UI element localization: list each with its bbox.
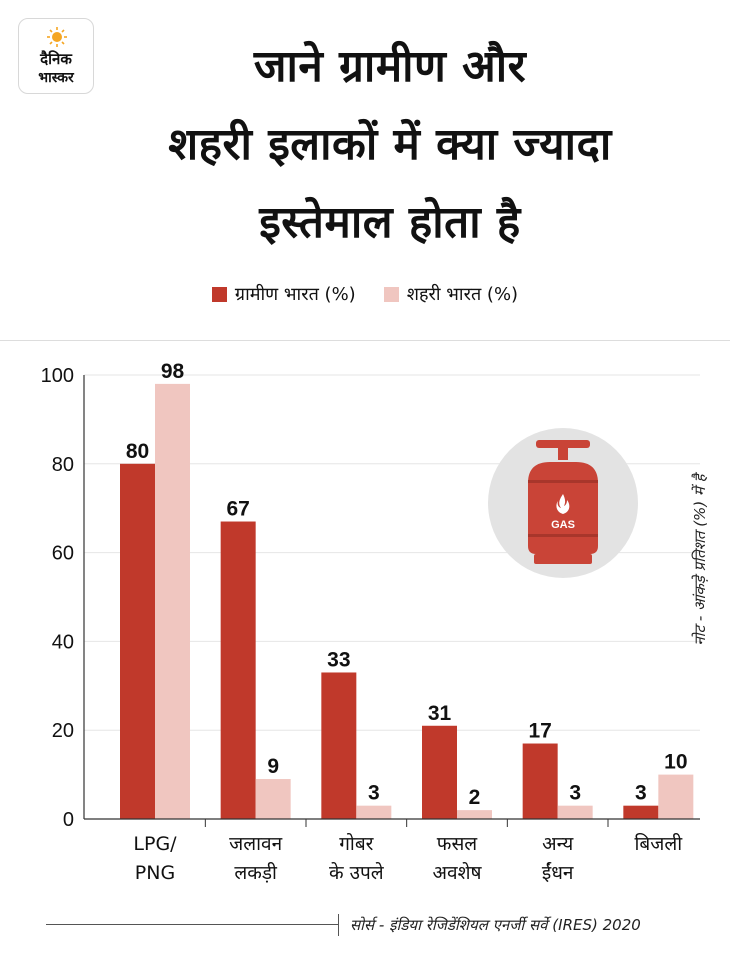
bar-urban <box>557 805 593 819</box>
chart-legend: ग्रामीण भारत (%) शहरी भारत (%) <box>0 282 730 306</box>
data-label: 2 <box>469 786 481 809</box>
logo-line-1: दैनिक <box>40 50 72 68</box>
bar-rural <box>522 743 558 819</box>
data-label: 31 <box>428 702 452 725</box>
data-label: 17 <box>528 720 551 743</box>
note-text: नोट - आंकड़े प्रतिशत (%) में है <box>691 474 709 646</box>
bar-urban <box>255 779 291 819</box>
y-tick-label: 0 <box>63 809 74 831</box>
bar-rural <box>321 672 357 819</box>
bar-urban <box>658 774 694 819</box>
legend-item-rural: ग्रामीण भारत (%) <box>211 282 356 306</box>
legend-swatch-urban <box>383 286 399 302</box>
bar-rural <box>422 725 457 819</box>
bar-urban <box>155 383 190 819</box>
data-label: 3 <box>569 782 581 805</box>
bar-rural <box>220 521 256 819</box>
y-tick-label: 20 <box>52 720 74 742</box>
x-tick-label: लकड़ी <box>234 861 278 884</box>
data-label: 80 <box>126 440 149 463</box>
y-tick-label: 100 <box>41 365 74 387</box>
logo-line-2: भास्कर <box>38 70 74 86</box>
sun-icon <box>47 27 67 47</box>
legend-item-urban: शहरी भारत (%) <box>383 282 519 306</box>
page-title: जाने ग्रामीण और शहरी इलाकों में क्या ज्य… <box>60 28 720 262</box>
x-tick-label: फसल <box>437 833 478 855</box>
title-line-1: जाने ग्रामीण और <box>253 41 527 92</box>
source-separator <box>338 914 339 936</box>
x-tick-label: अवशेष <box>433 861 483 884</box>
data-label: 3 <box>368 782 380 805</box>
title-line-2: शहरी इलाकों में क्या ज्यादा <box>168 119 612 170</box>
y-tick-label: 60 <box>52 543 74 565</box>
x-tick-label: PNG <box>135 862 175 884</box>
x-tick-label: LPG/ <box>133 833 177 855</box>
y-tick-label: 80 <box>52 454 74 476</box>
x-tick-label: जलावन <box>229 833 282 855</box>
y-tick-label: 40 <box>52 631 74 653</box>
dainik-bhaskar-logo: दैनिक भास्कर <box>18 18 94 94</box>
bar-urban <box>356 805 392 819</box>
legend-swatch-rural <box>211 286 227 302</box>
gas-cylinder-badge: GAS <box>488 428 638 578</box>
data-label: 33 <box>327 648 350 671</box>
legend-label-urban: शहरी भारत (%) <box>406 284 519 305</box>
data-label: 10 <box>664 751 687 774</box>
bar-rural <box>120 463 155 819</box>
x-tick-label: बिजली <box>634 832 683 855</box>
title-line-3: इस्तेमाल होता है <box>259 197 521 248</box>
data-label: 9 <box>267 755 279 778</box>
x-tick-label: ईंधन <box>542 861 574 884</box>
x-tick-label: अन्य <box>542 833 574 855</box>
data-label: 98 <box>161 360 185 383</box>
data-label: 67 <box>226 498 249 521</box>
x-tick-label: के उपले <box>329 861 385 884</box>
bar-urban <box>457 810 492 819</box>
x-tick-label: गोबर <box>339 832 374 855</box>
source-divider <box>46 924 338 925</box>
bar-rural <box>623 805 659 819</box>
source-text: सोर्स - इंडिया रेजिडेंशियल एनर्जी सर्वे … <box>350 916 641 934</box>
chart-top-divider <box>0 340 730 341</box>
gas-cylinder-icon: GAS <box>528 440 598 564</box>
legend-label-rural: ग्रामीण भारत (%) <box>234 284 356 305</box>
gas-label: GAS <box>551 519 575 531</box>
data-label: 3 <box>635 782 647 805</box>
